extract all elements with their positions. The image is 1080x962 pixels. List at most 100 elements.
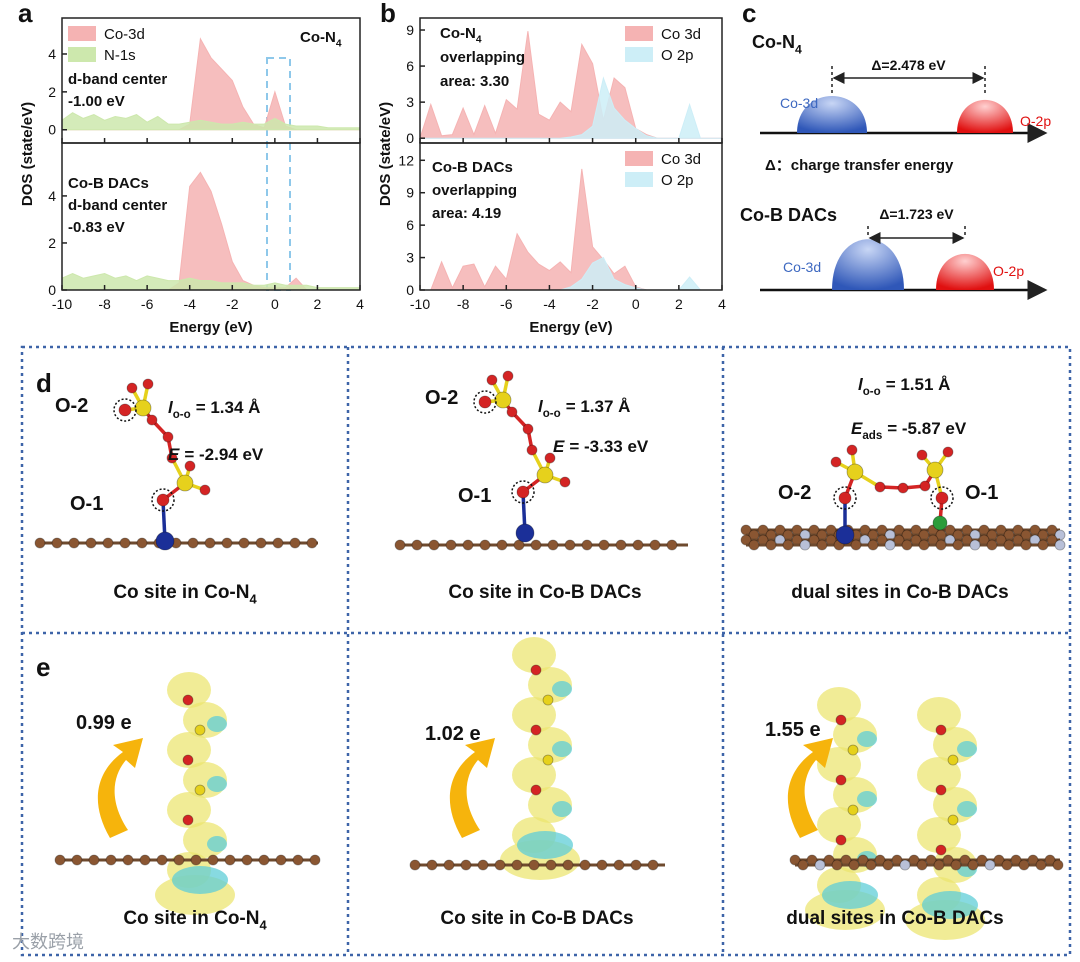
oxygen-label: O-1 [70,493,103,515]
atom [984,859,996,871]
atom [748,539,760,551]
atom [275,854,287,866]
atom [559,476,571,488]
atom [814,859,826,871]
atom [428,539,440,551]
text-part: = -5.87 eV [887,419,967,438]
atom [816,539,828,551]
atom [118,403,132,417]
x-axis-label: Energy (eV) [529,319,612,336]
x-tick-label: -4 [543,296,556,312]
atom [394,539,406,551]
delta-label: Δ=1.723 eV [879,206,954,222]
legend-label: N-1s [104,47,136,64]
text-part: E [553,437,565,456]
atom [445,539,457,551]
atom [536,466,554,484]
atom [835,834,847,846]
legend-swatch [625,151,653,166]
atom [224,854,236,866]
atom [947,754,959,766]
text-part: = -2.94 eV [184,445,264,464]
atom [122,854,134,866]
annotation: area: 3.30 [440,73,509,90]
atom [156,493,170,507]
bond-length: lo-o = 1.51 Å [858,375,950,398]
y-tick-label: 3 [406,94,414,110]
density-lobe [917,697,961,733]
atom [494,391,512,409]
text-part: overlapping [440,49,525,66]
text-part: E [168,445,180,464]
annotation: d-band center [68,197,167,214]
atom [155,531,175,551]
band-bump [797,95,867,133]
text-part: Co-B DACs [740,205,837,225]
atom [71,854,83,866]
atom [542,754,554,766]
annotation: -1.00 eV [68,93,125,110]
annotation: -0.83 eV [68,219,125,236]
text-part: = 1.37 Å [566,397,631,416]
atom [1035,859,1047,871]
atom [579,859,591,871]
charge-transfer: 1.55 e [765,719,821,741]
density-lobe [167,732,211,768]
site-marker [833,486,857,510]
atom [478,395,492,409]
atom [182,694,194,706]
density-lobe [817,687,861,723]
annotation: Co-N4 [300,29,342,50]
atom [126,382,138,394]
atom [199,484,211,496]
annotation: overlapping [440,49,525,66]
atom [292,854,304,866]
dos-area [62,171,360,290]
density-lobe [207,776,227,792]
dos-area [420,256,722,290]
caption: Co site in Co-N4 [113,582,257,607]
text-part: Co site in Co-N [113,582,249,603]
y-axis-label: DOS (state/eV) [377,102,394,206]
highlight-box [266,57,291,291]
atom [542,694,554,706]
density-lobe [512,697,556,733]
atom [649,539,661,551]
y-tick-label: 0 [48,282,56,298]
text-part: -1.00 eV [68,93,125,110]
density-lobe [207,836,227,852]
atom [835,714,847,726]
text-part: l [538,397,544,416]
atom [255,537,267,549]
text-part: area: 4.19 [432,205,501,222]
atom [176,474,194,492]
charge-arrow [97,738,143,838]
atom [516,485,530,499]
atom [462,539,474,551]
x-tick-label: 4 [356,296,364,312]
atom [986,539,998,551]
legend-label: O 2p [661,47,694,64]
x-tick-label: -8 [457,296,470,312]
site-marker [930,486,954,510]
diagram-note: Δ：charge transfer energy [765,157,954,174]
legend-swatch [625,26,653,41]
band-bump [957,99,1013,133]
atom [496,539,508,551]
atom [68,537,80,549]
atom [486,374,498,386]
atom [847,804,859,816]
atom [528,859,540,871]
text-part: Co-B DACs [432,159,513,176]
x-tick-label: -6 [141,296,154,312]
atom [613,859,625,871]
atom [494,859,506,871]
atom [835,525,855,545]
dos-area [420,168,722,290]
atom [919,480,931,492]
y-tick-label: 6 [406,58,414,74]
y-axis-label: DOS (state/eV) [19,102,36,206]
atom [901,539,913,551]
text-part: Co site in Co-N [123,908,259,929]
